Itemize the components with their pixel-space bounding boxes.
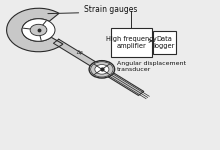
Wedge shape [7,8,63,52]
Circle shape [89,61,115,78]
Circle shape [30,24,47,36]
Polygon shape [53,39,144,95]
Text: Strain gauges: Strain gauges [84,5,137,14]
Wedge shape [91,62,113,77]
Text: Angular displacement
transducer: Angular displacement transducer [117,61,186,72]
Bar [153,31,176,54]
Text: High frequency
amplifier: High frequency amplifier [106,36,157,49]
Text: Δφ: Δφ [76,50,83,55]
Bar [111,28,152,57]
Circle shape [22,19,55,41]
Circle shape [95,64,109,74]
Text: Data
logger: Data logger [154,36,175,49]
